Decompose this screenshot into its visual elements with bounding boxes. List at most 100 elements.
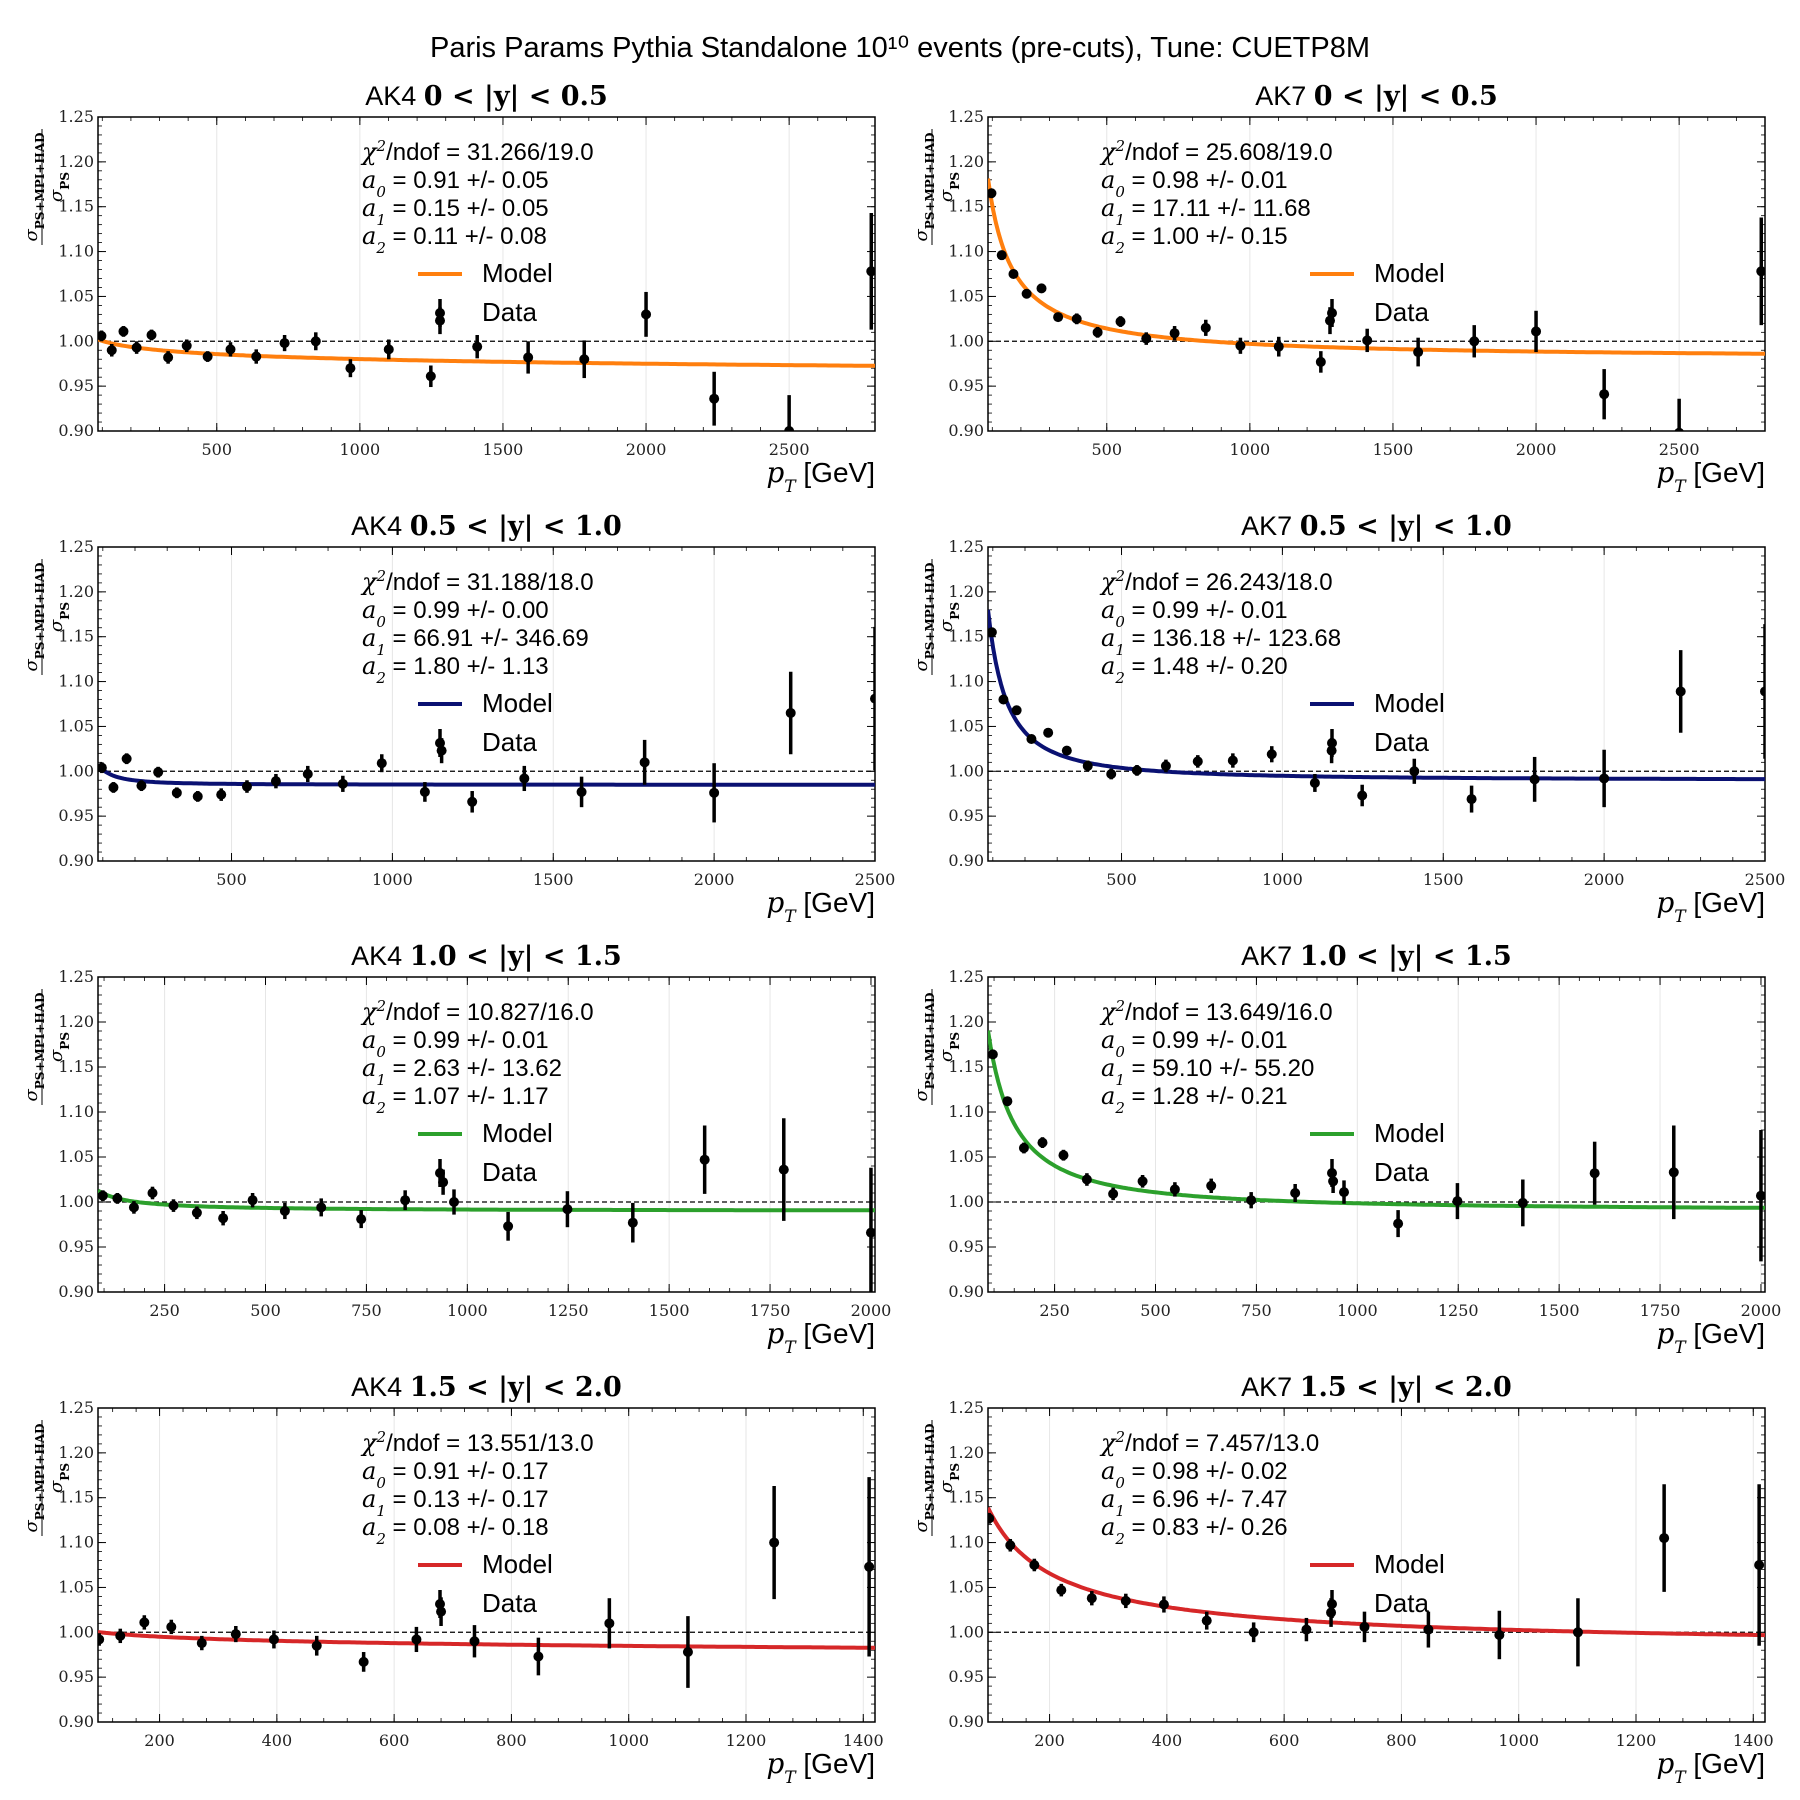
data-point	[769, 1537, 780, 1548]
data-point	[469, 1636, 480, 1647]
x-tick-label: 1400	[1733, 1731, 1774, 1750]
data-point	[1206, 1180, 1217, 1191]
a1-annotation: a1 = 0.15 +/- 0.05	[362, 194, 549, 229]
y-tick-label: 1.10	[948, 672, 984, 691]
chi2-annotation: χ2/ndof = 13.551/13.0	[360, 1428, 594, 1457]
x-tick-label: 1750	[750, 1301, 791, 1320]
data-point	[279, 338, 290, 349]
y-tick-label: 1.15	[58, 1057, 94, 1076]
data-point	[1200, 322, 1211, 333]
data-point	[1494, 1629, 1505, 1640]
figure-title: Paris Params Pythia Standalone 10¹⁰ even…	[429, 32, 1371, 64]
y-axis-label: σPS+MPI+HAD σPS	[21, 559, 72, 675]
y-tick-label: 1.20	[948, 1012, 984, 1031]
y-label-denominator: σPS	[46, 172, 72, 202]
data-point	[191, 1207, 202, 1218]
y-tick-label: 1.00	[948, 1192, 984, 1211]
data-point	[196, 1638, 207, 1649]
data-point	[1131, 765, 1142, 776]
data-point	[1169, 328, 1180, 339]
y-tick-label: 0.90	[948, 421, 984, 440]
x-tick-label: 600	[379, 1731, 410, 1750]
data-point	[1531, 326, 1542, 337]
legend-data-label: Data	[482, 1157, 537, 1187]
data-point	[356, 1214, 367, 1225]
chart-panel-4: 0.90 0.95 1.00 1.05 1.10 1.15 1.20 1.25 500 1000 1…	[911, 511, 1785, 927]
y-label-denominator: σPS	[46, 1463, 72, 1493]
data-point	[1108, 1188, 1119, 1199]
y-tick-label: 1.05	[58, 716, 94, 735]
y-tick-label: 1.05	[948, 1577, 984, 1596]
data-point	[337, 778, 348, 789]
y-tick-label: 1.20	[948, 152, 984, 171]
data-point	[1235, 340, 1246, 351]
data-point	[1529, 774, 1540, 785]
x-tick-label: 500	[1106, 870, 1137, 889]
y-label-denominator: σPS	[936, 1463, 962, 1493]
x-tick-label: 500	[216, 870, 247, 889]
panel-title: AK4 1.5 < |y| < 2.0	[351, 1372, 622, 1403]
y-tick-label: 1.15	[948, 1488, 984, 1507]
data-point	[376, 758, 387, 769]
y-tick-label: 1.25	[58, 967, 94, 986]
data-point	[1760, 686, 1765, 697]
data-point	[1036, 283, 1047, 294]
model-curve	[98, 337, 875, 368]
data-point	[519, 773, 530, 784]
legend-data-marker	[1327, 308, 1337, 318]
legend-data-marker	[1327, 1168, 1337, 1178]
a2-annotation: a2 = 0.11 +/- 0.08	[362, 222, 547, 257]
y-axis-label: σPS+MPI+HAD σPS	[21, 129, 72, 245]
data-point	[139, 1617, 150, 1628]
data-point	[709, 787, 720, 798]
plot-frame	[987, 976, 1766, 1293]
a1-annotation: a1 = 6.96 +/- 7.47	[1101, 1485, 1288, 1520]
y-tick-label: 1.00	[948, 1622, 984, 1641]
chi2-annotation: χ2/ndof = 31.188/18.0	[360, 567, 594, 596]
y-label-numerator: σPS+MPI+HAD	[21, 132, 47, 241]
data-point	[1659, 1533, 1670, 1544]
data-point	[1029, 1560, 1040, 1570]
x-tick-label: 1000	[1262, 870, 1303, 889]
legend-model-label: Model	[482, 688, 553, 718]
y-tick-label: 1.15	[58, 627, 94, 646]
y-tick-label: 1.15	[948, 197, 984, 216]
data-point	[1675, 686, 1686, 697]
data-point	[230, 1629, 241, 1640]
data-point	[1056, 1585, 1067, 1596]
data-point	[1409, 766, 1420, 777]
x-tick-label: 1500	[1373, 440, 1414, 459]
y-tick-label: 1.00	[948, 331, 984, 350]
data-point	[865, 1227, 875, 1238]
data-point	[163, 352, 174, 363]
plot-frame	[987, 1407, 1766, 1723]
y-tick-label: 1.05	[58, 286, 94, 305]
data-point	[1755, 1190, 1765, 1201]
data-point	[533, 1651, 544, 1662]
y-tick-label: 1.00	[58, 1192, 94, 1211]
data-point	[641, 309, 652, 320]
chart-panel-8: 0.90 0.95 1.00 1.05 1.10 1.15 1.20 1.25 200 400 60…	[911, 1372, 1774, 1788]
data-point	[784, 426, 795, 431]
data-point	[1469, 336, 1480, 347]
y-tick-label: 0.90	[58, 1282, 94, 1301]
model-curve	[988, 609, 1765, 782]
x-tick-label: 1000	[447, 1301, 488, 1320]
x-tick-label: 2500	[855, 870, 896, 889]
y-label-denominator: σPS	[46, 602, 72, 632]
y-axis-label: σPS+MPI+HAD σPS	[911, 989, 962, 1105]
y-tick-label: 1.00	[948, 761, 984, 780]
data-point	[202, 351, 213, 362]
data-point	[316, 1202, 327, 1213]
x-tick-label: 2500	[1745, 870, 1786, 889]
x-tick-label: 2000	[1741, 1301, 1782, 1320]
panel-title: AK7 1.5 < |y| < 2.0	[1241, 1372, 1512, 1403]
x-tick-label: 2000	[1516, 440, 1557, 459]
a1-annotation: a1 = 136.18 +/- 123.68	[1101, 624, 1341, 659]
data-point	[996, 250, 1007, 261]
chi2-annotation: χ2/ndof = 25.608/19.0	[1099, 137, 1333, 166]
data-point	[1158, 1599, 1169, 1610]
legend-model-label: Model	[1374, 258, 1445, 288]
data-point	[218, 1213, 229, 1224]
model-curve	[988, 1030, 1765, 1210]
